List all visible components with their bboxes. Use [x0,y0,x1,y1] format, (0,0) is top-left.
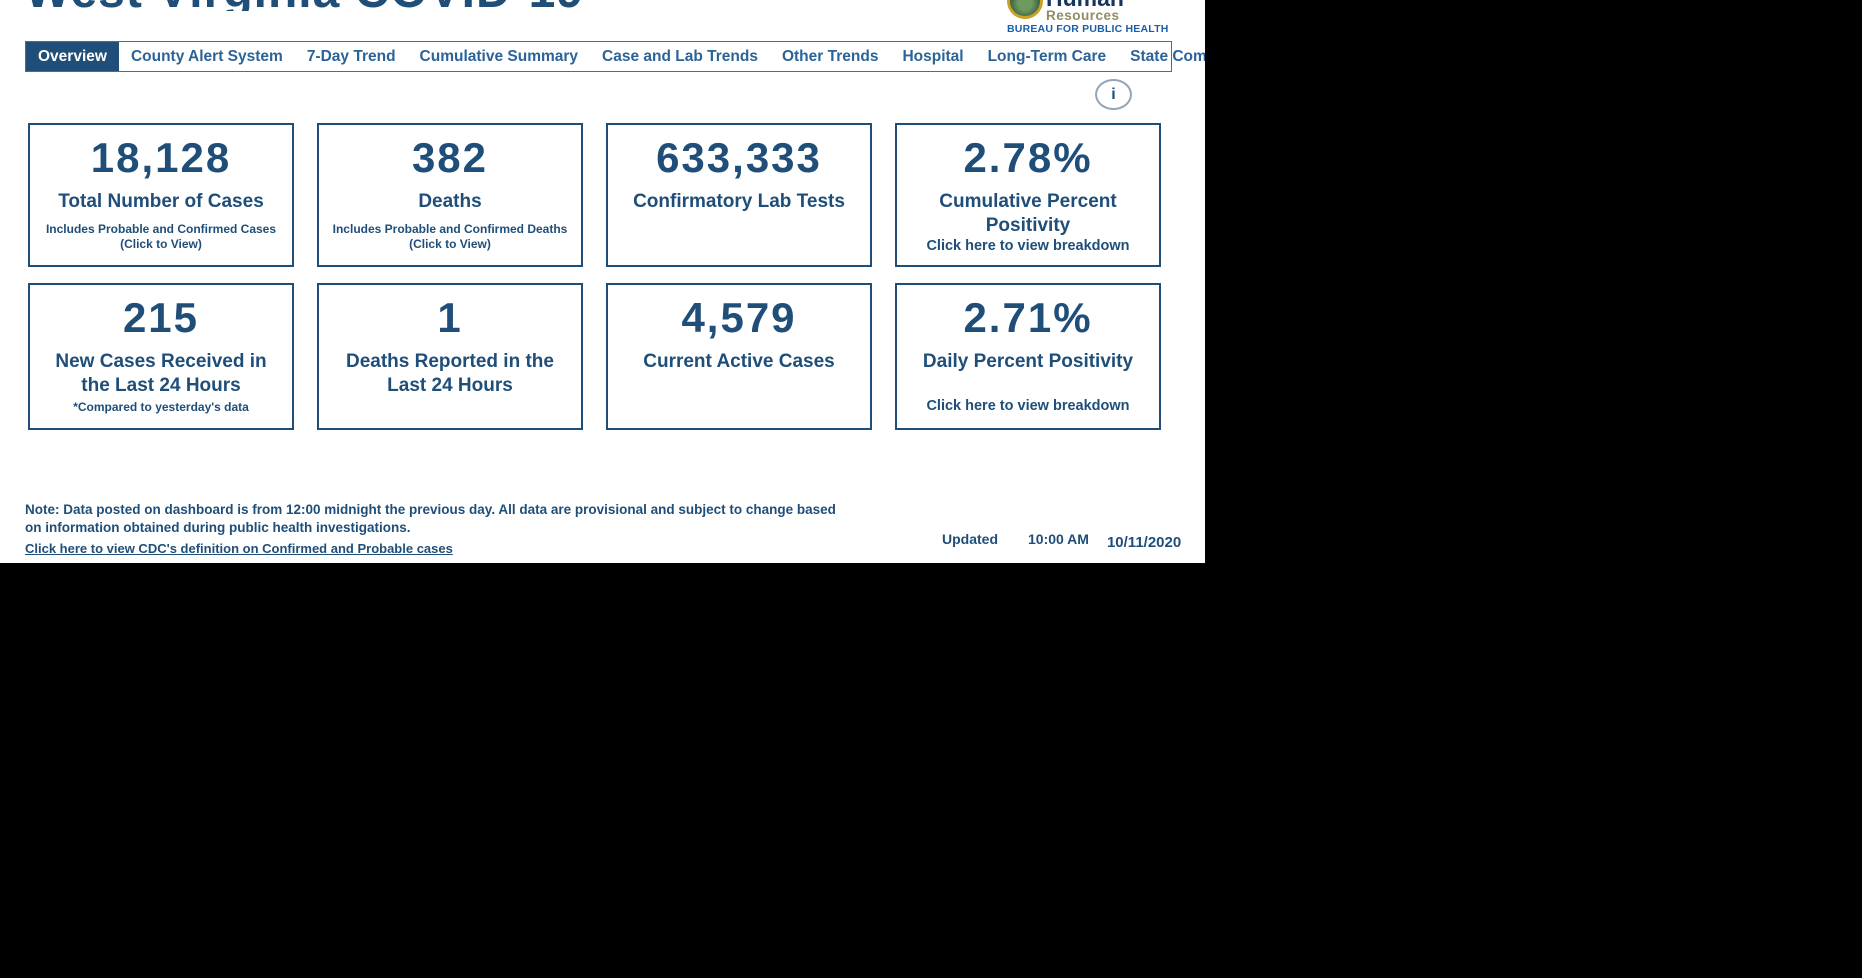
dhhr-logo: Human Resources BUREAU FOR PUBLIC HEALTH [1007,0,1177,35]
state-seal-icon [1007,0,1043,19]
updated-time: 10:00 AM [1028,531,1089,547]
card-total-cases[interactable]: 18,128 Total Number of Cases Includes Pr… [28,123,294,267]
logo-human-text: Human [1046,0,1124,9]
daily-positivity-label: Daily Percent Positivity [922,351,1134,373]
deaths-24h-value: 1 [437,294,463,341]
footer-note-line2: on information obtained during public he… [25,519,411,535]
tab-bar: Overview County Alert System 7-Day Trend… [25,41,1205,72]
deaths-note-line2: (Click to View) [409,237,491,252]
dashboard-panel: West Virginia COVID-19 Human Resources B… [0,0,1205,563]
total-cases-label: Total Number of Cases [58,191,264,213]
card-new-cases-24h: 215 New Cases Received in the Last 24 Ho… [28,283,294,430]
total-cases-value: 18,128 [90,134,232,181]
deaths-note: Includes Probable and Confirmed Deaths (… [333,222,568,255]
card-cumulative-positivity: 2.78% Cumulative Percent Positivity Clic… [895,123,1161,267]
tab-other-trends[interactable]: Other Trends [781,47,879,65]
updated-row: Updated 10:00 AM 10/11/2020 [942,531,1182,551]
page-title: West Virginia COVID-19 [25,0,745,11]
new-cases-24h-value: 215 [122,294,200,341]
daily-positivity-breakdown-link[interactable]: Click here to view breakdown [926,398,1130,414]
new-cases-24h-label: New Cases Received in the Last 24 Hours [55,351,267,396]
cdc-definition-link[interactable]: Click here to view CDC's definition on C… [25,541,453,556]
lab-tests-value: 633,333 [656,134,822,181]
kpi-grid: 18,128 Total Number of Cases Includes Pr… [28,123,1161,430]
deaths-value: 382 [411,134,489,181]
card-deaths[interactable]: 382 Deaths Includes Probable and Confirm… [317,123,583,267]
cumulative-positivity-value: 2.78% [963,134,1093,181]
lab-tests-label: Confirmatory Lab Tests [633,191,845,213]
page-title-text: West Virginia COVID-19 [25,0,745,11]
dhhr-logo-row: Human Resources [1007,0,1177,22]
active-cases-label: Current Active Cases [643,351,835,373]
tab-overview[interactable]: Overview [26,42,119,71]
total-cases-note: Includes Probable and Confirmed Cases (C… [46,222,276,255]
tab-7-day-trend[interactable]: 7-Day Trend [306,47,396,65]
tab-long-term-care[interactable]: Long-Term Care [987,47,1107,65]
active-cases-value: 4,579 [681,294,797,341]
logo-bureau-text: BUREAU FOR PUBLIC HEALTH [1007,23,1169,36]
deaths-24h-label: Deaths Reported in the Last 24 Hours [346,351,554,396]
card-daily-positivity: 2.71% Daily Percent Positivity Click her… [895,283,1161,430]
info-button[interactable]: i [1095,79,1132,110]
deaths-label: Deaths [418,191,482,213]
footer-note: Note: Data posted on dashboard is from 1… [25,501,925,536]
cumulative-positivity-label: Cumulative Percent Positivity [939,191,1117,236]
new-cases-24h-note-line1: *Compared to yesterday's data [73,400,249,415]
card-active-cases: 4,579 Current Active Cases [606,283,872,430]
total-cases-note-line1: Includes Probable and Confirmed Cases [45,221,277,236]
tab-cumulative-summary[interactable]: Cumulative Summary [419,47,579,65]
dhhr-logo-text: Human Resources [1046,0,1124,22]
tab-hospital[interactable]: Hospital [902,47,964,65]
cumulative-positivity-breakdown-link[interactable]: Click here to view breakdown [926,237,1130,254]
logo-resources-text: Resources [1046,7,1120,23]
footer-note-line1: Note: Data posted on dashboard is from 1… [25,502,836,517]
updated-label: Updated [942,531,998,547]
daily-positivity-value: 2.71% [963,294,1093,341]
card-lab-tests: 633,333 Confirmatory Lab Tests [606,123,872,267]
updated-date: 10/11/2020 [1106,534,1182,551]
total-cases-note-line2: (Click to View) [120,237,202,252]
new-cases-24h-note: *Compared to yesterday's data [73,400,249,418]
tab-state-comparison[interactable]: State Comparison [1130,47,1205,65]
tab-county-alert-system[interactable]: County Alert System [130,47,283,65]
tab-case-and-lab-trends[interactable]: Case and Lab Trends [602,47,758,65]
deaths-note-line1: Includes Probable and Confirmed Deaths [332,221,568,236]
card-deaths-24h: 1 Deaths Reported in the Last 24 Hours [317,283,583,430]
info-icon: i [1111,85,1116,103]
